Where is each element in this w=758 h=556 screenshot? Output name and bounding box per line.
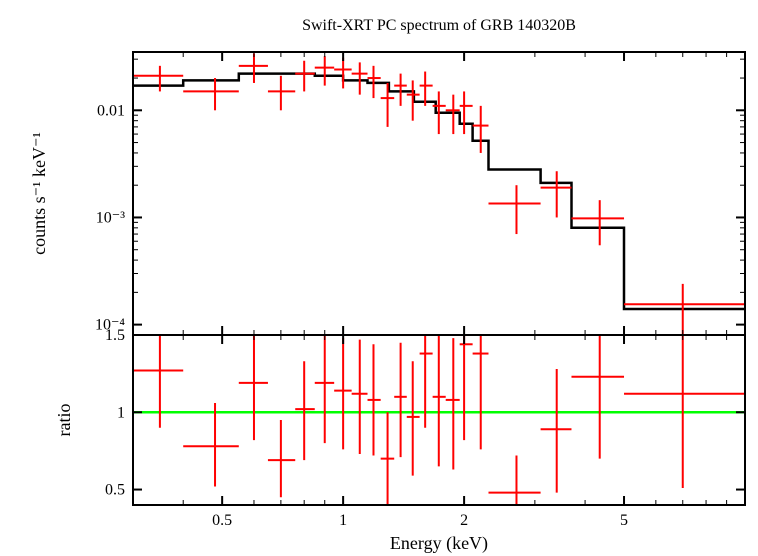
x-axis-label: Energy (keV) (390, 533, 488, 554)
y-tick-label-bottom: 1.5 (105, 327, 125, 344)
x-tick-label: 5 (620, 512, 628, 529)
chart-title: Swift-XRT PC spectrum of GRB 140320B (302, 17, 576, 34)
data-series-bottom (133, 258, 745, 528)
chart-container: 0.512510⁻⁴10⁻³0.010.511.5Swift-XRT PC sp… (0, 0, 758, 556)
y-axis-label-top: counts s⁻¹ keV⁻¹ (29, 132, 49, 255)
y-tick-label-bottom: 0.5 (105, 482, 125, 499)
x-tick-label: 0.5 (212, 512, 232, 529)
spectrum-chart: 0.512510⁻⁴10⁻³0.010.511.5Swift-XRT PC sp… (0, 0, 758, 556)
y-tick-label-top: 0.01 (97, 102, 125, 119)
x-tick-label: 2 (460, 512, 468, 529)
y-tick-label-top: 10⁻³ (96, 209, 125, 226)
data-series-top (133, 53, 745, 341)
x-tick-label: 1 (339, 512, 347, 529)
y-tick-label-bottom: 1 (117, 404, 125, 421)
y-axis-label-bottom: ratio (54, 404, 74, 437)
